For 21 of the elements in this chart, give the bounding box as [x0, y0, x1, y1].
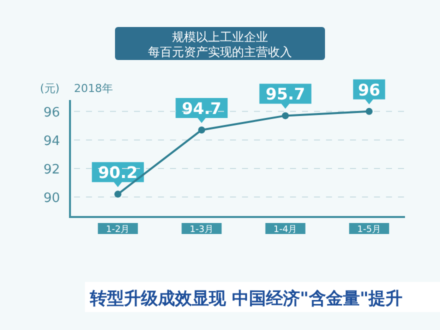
point — [282, 112, 289, 120]
x-tick-label: 1-2月 — [106, 225, 130, 235]
data-label: 90.2 — [98, 163, 138, 182]
chart-title: 规模以上工业企业 — [172, 30, 268, 44]
chart-subtitle: 每百元资产实现的主营收入 — [148, 45, 292, 59]
data-label: 96 — [358, 80, 380, 100]
point — [198, 126, 206, 134]
y-tick-label: 94 — [43, 134, 60, 149]
point — [114, 190, 122, 198]
data-label: 95.7 — [266, 84, 306, 104]
x-tick-label: 1-3月 — [190, 225, 214, 235]
y-tick-label: 90 — [43, 191, 60, 206]
text: 2018年 — [74, 82, 113, 95]
text: 转型升级成效显现 中国经济"含金量"提升 — [89, 289, 403, 309]
y-tick-label: 92 — [43, 162, 60, 178]
data-label: 94.7 — [182, 98, 222, 118]
x-tick-label: 1-4月 — [274, 225, 298, 235]
y-tick-label: 96 — [43, 105, 60, 120]
y-axis-title: (元) — [40, 82, 60, 95]
point — [366, 108, 373, 115]
x-tick-label: 1-5月 — [357, 225, 381, 235]
